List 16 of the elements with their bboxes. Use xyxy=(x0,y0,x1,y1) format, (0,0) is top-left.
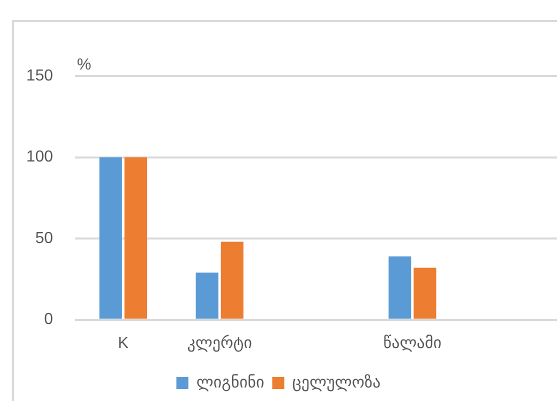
bar xyxy=(388,256,412,319)
y-tick-label: 0 xyxy=(44,311,54,328)
x-tick-label: წალამი xyxy=(383,334,442,352)
bar xyxy=(99,157,122,319)
bar xyxy=(220,242,244,319)
x-tick-label: კლერტი xyxy=(187,334,252,352)
y-axis-title: % xyxy=(77,56,92,74)
y-tick-label: 100 xyxy=(26,148,54,166)
y-tick-label: 150 xyxy=(26,67,54,84)
legend-label: ცელულოზა xyxy=(292,373,381,392)
bar xyxy=(196,272,218,319)
x-tick-label: K xyxy=(118,334,129,352)
bar xyxy=(414,268,436,319)
y-tick-label: 50 xyxy=(35,230,54,247)
bar xyxy=(124,157,148,319)
legend-label: ლიგნინი xyxy=(196,373,264,392)
